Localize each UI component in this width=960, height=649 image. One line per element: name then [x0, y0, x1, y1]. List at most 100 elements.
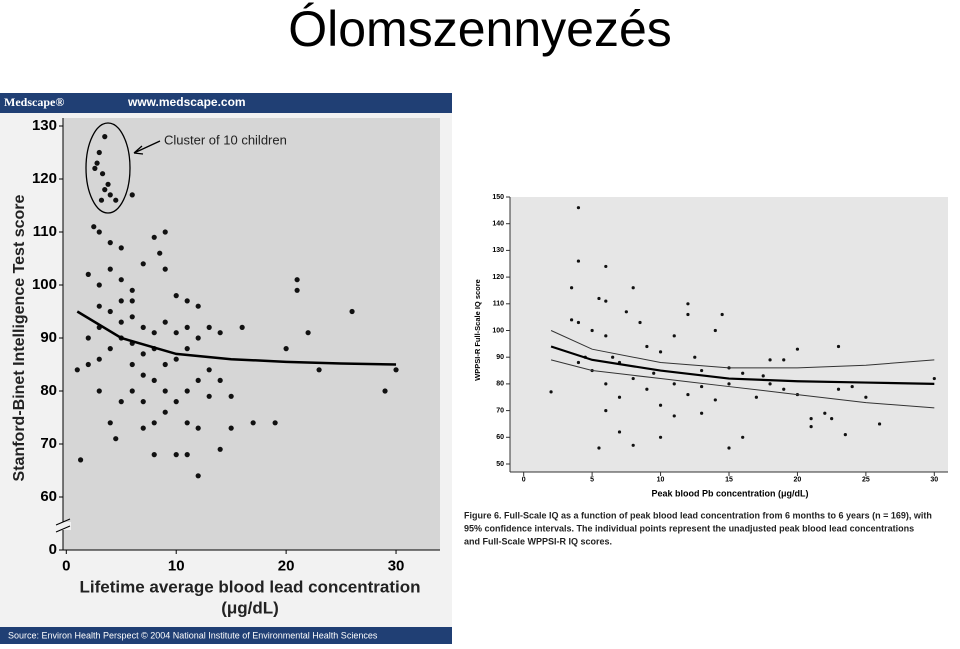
data-point: [151, 420, 157, 426]
data-point: [162, 229, 168, 235]
data-point: [700, 384, 704, 389]
data-point: [195, 425, 201, 431]
data-point: [761, 374, 765, 378]
data-point: [754, 395, 758, 399]
data-point: [349, 308, 355, 315]
data-point: [162, 409, 168, 415]
data-point: [129, 388, 135, 394]
plot-area: [63, 118, 440, 550]
data-point: [672, 334, 676, 338]
y-tick-label: 150: [492, 194, 504, 201]
data-point: [140, 425, 146, 431]
chart-right: 50 60 70 80 90 100 110 120 130 140 150 0 5 10 15 20 25 30…: [464, 194, 948, 546]
data-point: [795, 347, 800, 351]
fit-line: [550, 330, 935, 369]
data-point: [129, 298, 135, 304]
data-point: [173, 293, 179, 299]
data-point: [217, 446, 223, 452]
data-point: [611, 355, 615, 359]
y-tick-label: 140: [492, 221, 504, 228]
y-axis-label: WPPSI-R Full-Scale IQ score: [473, 279, 482, 381]
caption: 95% confidence intervals. The individual…: [464, 523, 914, 533]
y-tick-label: 100: [32, 276, 57, 293]
y-tick-label: 120: [492, 274, 504, 281]
data-point: [823, 411, 827, 415]
data-point: [228, 393, 234, 399]
x-tick-label: 10: [657, 477, 665, 484]
caption: Figure 6. Full-Scale IQ as a function of…: [464, 510, 932, 520]
y-axis-label: Stanford-Binet Intelligence Test score: [11, 194, 28, 481]
y-tick-label: 110: [33, 223, 57, 240]
data-point: [768, 358, 772, 362]
data-point: [91, 224, 97, 230]
data-point: [877, 422, 882, 426]
data-point: [597, 446, 601, 450]
data-point: [206, 393, 212, 399]
data-point: [195, 303, 201, 309]
cluster-arrow: [133, 140, 161, 155]
data-point: [151, 330, 157, 336]
data-point: [96, 229, 102, 235]
data-point: [96, 149, 102, 156]
data-point: [140, 261, 146, 267]
y-tick-label: 60: [496, 434, 504, 441]
data-point: [140, 372, 146, 378]
data-point: [576, 320, 581, 325]
data-point: [686, 312, 690, 317]
data-point: [836, 344, 841, 349]
data-point: [184, 324, 190, 330]
data-point: [250, 420, 256, 426]
data-point: [239, 324, 245, 330]
data-point: [604, 408, 608, 413]
data-point: [700, 368, 704, 373]
data-point: [92, 165, 98, 171]
data-point: [118, 277, 124, 283]
data-point: [741, 371, 745, 375]
data-point: [184, 346, 190, 352]
y-tick-label: 130: [32, 117, 57, 134]
data-point: [96, 282, 102, 288]
source: Source: Environ Health Perspect © 2004 N…: [8, 630, 378, 640]
data-point: [102, 134, 108, 140]
x-tick-label: 30: [388, 557, 405, 574]
data-point: [140, 324, 146, 330]
annotation: Cluster of 10 children: [164, 132, 287, 147]
data-point: [74, 367, 80, 373]
data-point: [631, 376, 635, 381]
axis-break-mark: [55, 518, 71, 526]
data-point: [228, 425, 234, 431]
data-point: [206, 367, 212, 373]
data-point: [843, 433, 847, 437]
data-point: [162, 388, 168, 394]
data-point: [107, 266, 113, 272]
data-point: [768, 382, 772, 386]
data-point: [184, 388, 190, 394]
data-point: [162, 319, 168, 325]
data-point: [96, 303, 102, 309]
data-point: [809, 425, 813, 429]
data-point: [195, 473, 201, 479]
data-point: [85, 335, 91, 341]
data-point: [672, 414, 676, 418]
data-point: [129, 287, 135, 293]
data-point: [638, 320, 642, 325]
data-point: [173, 356, 179, 362]
data-point: [151, 234, 157, 240]
data-point: [604, 334, 608, 338]
data-point: [672, 382, 676, 386]
y-tick-label: 50: [496, 461, 504, 468]
axis-break-mark: [55, 525, 71, 533]
y-tick-label: 110: [493, 301, 504, 308]
cluster-ring: [85, 122, 131, 214]
y-tick-label: 80: [496, 381, 504, 388]
data-point: [107, 240, 113, 246]
y-tick-label: 100: [492, 327, 504, 334]
data-point: [658, 350, 663, 354]
data-point: [118, 319, 124, 325]
data-point: [173, 330, 179, 336]
header-logo: Medscape®: [4, 95, 64, 109]
data-point: [96, 356, 102, 362]
data-point: [850, 384, 854, 389]
data-point: [217, 330, 223, 336]
